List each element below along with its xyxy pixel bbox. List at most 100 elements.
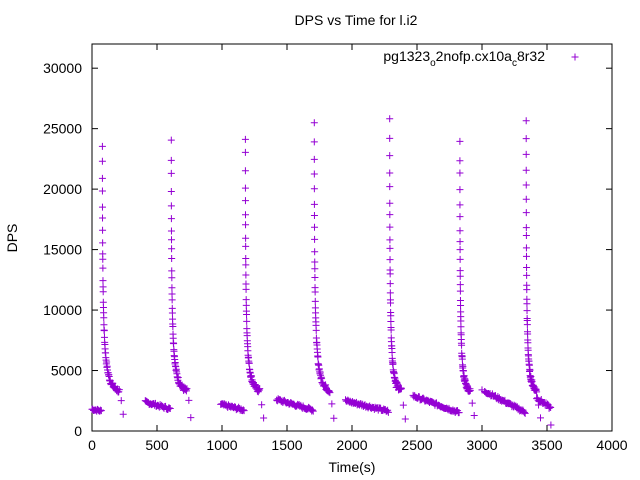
data-point	[520, 409, 528, 417]
data-point	[458, 341, 466, 349]
data-point	[168, 267, 176, 275]
data-point	[457, 302, 465, 310]
data-point	[389, 359, 397, 367]
data-point	[521, 409, 529, 417]
y-tick-label: 20000	[43, 181, 82, 197]
data-point	[328, 400, 336, 408]
legend: pg1323o2nofp.cx10ac8r32	[383, 48, 579, 69]
data-point	[386, 256, 394, 264]
data-point	[523, 300, 531, 308]
data-point	[401, 415, 409, 423]
data-point	[167, 169, 175, 177]
data-point	[114, 385, 122, 393]
data-point	[311, 223, 319, 231]
data-point	[166, 404, 174, 412]
data-point	[308, 406, 316, 414]
data-point	[241, 167, 249, 175]
data-point	[241, 197, 249, 205]
data-point	[522, 166, 530, 174]
x-tick-label: 0	[88, 437, 96, 453]
data-point	[456, 272, 464, 280]
y-tick-label: 5000	[51, 363, 82, 379]
data-point	[167, 136, 175, 144]
data-point	[522, 150, 530, 158]
data-point	[386, 134, 394, 142]
data-point	[392, 383, 400, 391]
data-point	[168, 296, 176, 304]
data-point	[97, 407, 105, 415]
x-tick-label: 3500	[531, 437, 562, 453]
data-point	[241, 184, 249, 192]
legend-marker	[571, 53, 579, 61]
data-point	[98, 174, 106, 182]
data-point	[523, 321, 531, 329]
x-tick-label: 500	[145, 437, 169, 453]
data-point	[185, 396, 193, 404]
data-point	[169, 322, 177, 330]
data-point	[96, 407, 104, 415]
data-point	[456, 238, 464, 246]
data-point	[468, 399, 476, 407]
data-point	[167, 227, 175, 235]
data-point	[386, 169, 394, 177]
data-point	[311, 273, 319, 281]
y-tick-label: 15000	[43, 242, 82, 258]
data-point	[241, 148, 249, 156]
x-tick-label: 1500	[271, 437, 302, 453]
data-point	[547, 404, 555, 412]
x-axis: 0 500 1000 1500 2000 2500 3000 3500 4000	[88, 44, 628, 453]
data-point	[309, 407, 317, 415]
data-point	[119, 410, 127, 418]
data-point	[523, 307, 531, 315]
data-point	[310, 185, 318, 193]
data-point	[98, 187, 106, 195]
data-point	[182, 385, 190, 393]
data-point	[243, 317, 251, 325]
data-point	[384, 408, 392, 416]
data-point	[168, 309, 176, 317]
data-point	[386, 115, 394, 123]
data-point	[456, 287, 464, 295]
data-point	[256, 385, 264, 393]
data-point	[545, 404, 553, 412]
data-point	[456, 186, 464, 194]
x-axis-label: Time(s)	[329, 459, 376, 475]
data-point	[524, 330, 532, 338]
data-point	[117, 397, 125, 405]
data-point	[523, 286, 531, 294]
data-point	[386, 244, 394, 252]
data-point	[388, 348, 396, 356]
x-tick-label: 1000	[206, 437, 237, 453]
data-point	[399, 401, 407, 409]
data-point	[533, 388, 541, 396]
data-point	[242, 221, 250, 229]
legend-label-sub-2: c	[512, 58, 517, 69]
data-point	[115, 386, 123, 394]
data-point	[183, 385, 191, 393]
data-point	[456, 227, 464, 235]
data-point	[241, 135, 249, 143]
data-point	[523, 271, 531, 279]
plot-frame	[91, 43, 613, 432]
data-point	[99, 255, 107, 263]
data-point	[456, 246, 464, 254]
data-point	[311, 258, 319, 266]
data-point	[98, 157, 106, 165]
data-point	[242, 254, 250, 262]
data-point	[99, 264, 107, 272]
legend-label-main: pg1323	[383, 48, 430, 64]
legend-label-tail: 8r32	[517, 48, 545, 64]
data-point	[387, 317, 395, 325]
y-tick-label: 10000	[43, 302, 82, 318]
y-tick-label: 30000	[43, 60, 82, 76]
data-point	[98, 203, 106, 211]
data-point	[311, 248, 319, 256]
data-point	[242, 261, 250, 269]
data-point	[456, 213, 464, 221]
data-point	[168, 284, 176, 292]
data-point	[167, 156, 175, 164]
data-point	[245, 359, 253, 367]
x-tick-label: 3000	[466, 437, 497, 453]
data-point	[547, 421, 555, 429]
